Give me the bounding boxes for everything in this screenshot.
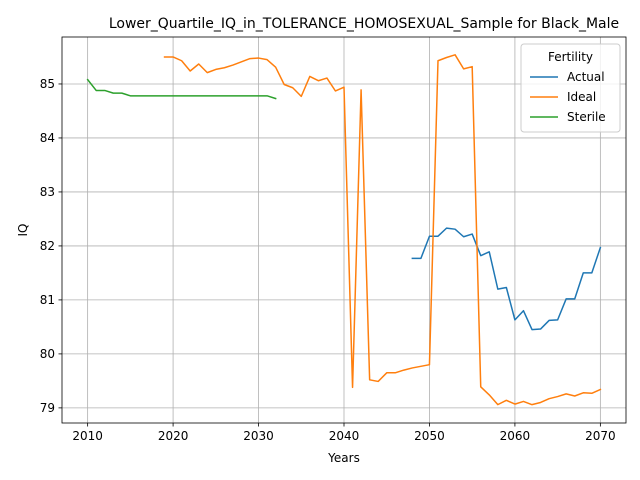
x-tick-label: 2030: [243, 429, 274, 443]
x-tick-label: 2050: [414, 429, 445, 443]
legend: Fertility Actual Ideal Sterile: [521, 44, 620, 132]
y-tick-label: 84: [40, 131, 55, 145]
y-tick-label: 81: [40, 293, 55, 307]
x-tick-label: 2070: [585, 429, 616, 443]
legend-title: Fertility: [548, 50, 593, 64]
x-tick-label: 2020: [158, 429, 189, 443]
y-tick-label: 85: [40, 77, 55, 91]
x-tick-label: 2040: [329, 429, 360, 443]
y-tick-label: 80: [40, 347, 55, 361]
legend-label-actual: Actual: [567, 70, 605, 84]
x-axis-label: Years: [327, 451, 360, 465]
y-axis-label: IQ: [16, 224, 30, 237]
chart-title: Lower_Quartile_IQ_in_TOLERANCE_HOMOSEXUA…: [109, 16, 619, 32]
x-tick-label: 2010: [72, 429, 103, 443]
y-tick-label: 83: [40, 185, 55, 199]
y-tick-label: 79: [40, 401, 55, 415]
legend-label-sterile: Sterile: [567, 110, 606, 124]
legend-label-ideal: Ideal: [567, 90, 596, 104]
x-tick-label: 2060: [500, 429, 531, 443]
y-tick-label: 82: [40, 239, 55, 253]
